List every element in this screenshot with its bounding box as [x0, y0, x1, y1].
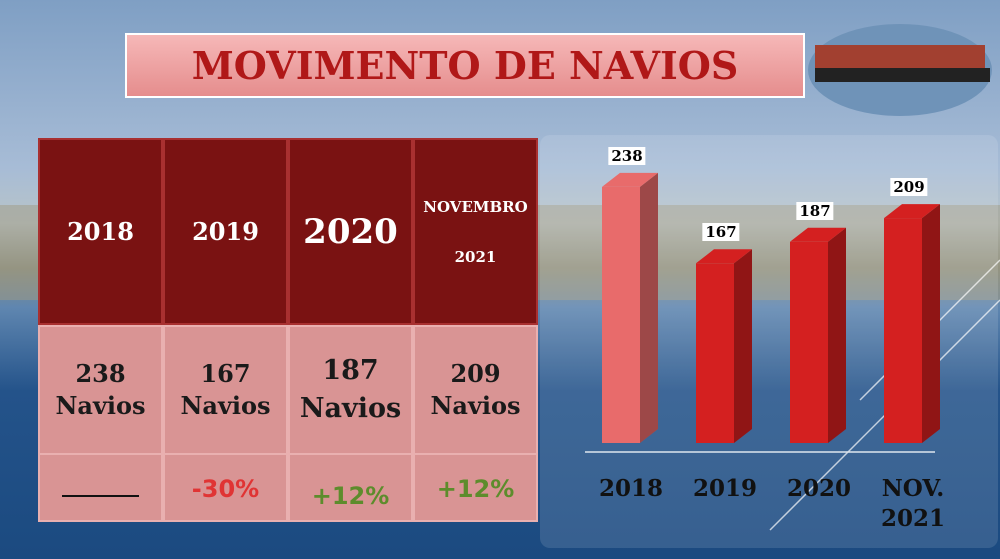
bar-side-shade: [734, 249, 752, 443]
bar-top: [602, 172, 658, 187]
value-label: 167: [702, 223, 740, 242]
header-cell: NOVEMBRO 2021: [413, 138, 538, 325]
bar-top: [884, 204, 940, 219]
count-cell: 187 Navios: [288, 325, 413, 455]
x-tick-label: NOV. 2021: [880, 475, 945, 532]
bar: [602, 186, 640, 444]
bar-side: [828, 227, 846, 443]
x-tick-label: 2019: [692, 475, 757, 502]
x-tick-label: 2018: [598, 475, 663, 502]
value-label: 187: [796, 201, 834, 220]
bar: [696, 263, 734, 443]
bar-side-shade: [640, 172, 658, 444]
change: +12%: [436, 475, 515, 503]
change-cell: [288, 455, 413, 522]
bar-side: [922, 204, 940, 443]
bar-side: [734, 249, 752, 443]
dash: [62, 495, 139, 497]
bar-side-shade: [828, 227, 846, 443]
ship-hull: [815, 68, 990, 82]
title-box: MOVIMENTO DE NAVIOS: [125, 33, 805, 98]
header-cell: 2019: [163, 138, 288, 325]
x-tick-label: 2020: [786, 475, 851, 502]
bar-side: [640, 172, 658, 444]
count-cell: 209 Navios: [413, 325, 538, 455]
count-cell: 238 Navios: [38, 325, 163, 455]
value-label: 238: [608, 146, 646, 165]
bar: [884, 218, 922, 443]
bar: [790, 241, 828, 443]
bar-top: [696, 249, 752, 264]
header-cell: 2020: [288, 138, 413, 325]
header-cell: 2018: [38, 138, 163, 325]
change-cell: [413, 455, 538, 522]
change: +12%: [311, 482, 390, 510]
count-cell: 167 Navios: [163, 325, 288, 455]
title: MOVIMENTO DE NAVIOS: [191, 43, 739, 88]
bar-top: [790, 227, 846, 242]
value-label: 209: [890, 178, 928, 197]
change: -30%: [191, 475, 260, 503]
change-cell: [163, 455, 288, 522]
bar-side-shade: [922, 204, 940, 443]
change-cell: [38, 455, 163, 522]
